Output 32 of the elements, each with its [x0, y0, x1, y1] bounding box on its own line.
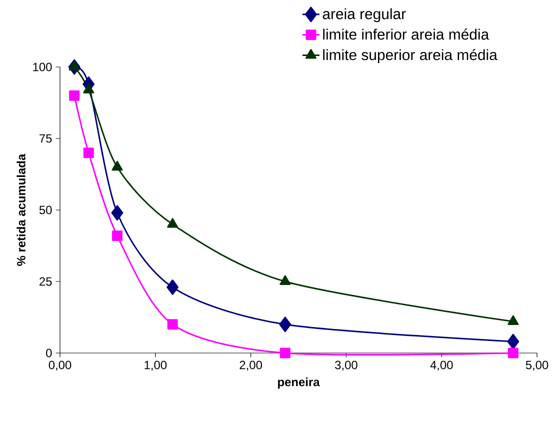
y-tick-label: 0	[46, 348, 52, 358]
y-axis-title: % retida acumulada	[16, 154, 26, 266]
point	[280, 348, 290, 358]
point	[166, 279, 179, 295]
x-tick-label: 2,00	[240, 360, 262, 371]
point	[279, 316, 292, 332]
legend-label: areia regular	[322, 8, 406, 22]
point	[508, 315, 519, 326]
x-tick-label: 1,00	[144, 360, 167, 371]
point	[507, 334, 520, 350]
x-tick-label: 0,00	[48, 360, 72, 371]
point	[69, 90, 80, 101]
x-tick-label: 5,00	[526, 360, 548, 371]
legend-label: limite inferior areia média	[323, 28, 490, 40]
point	[83, 84, 94, 94]
point	[280, 275, 291, 285]
y-tick-label: 100	[33, 62, 52, 72]
point	[83, 148, 94, 158]
point	[68, 60, 80, 70]
legend-label: limite superior areia média	[323, 49, 498, 64]
point	[111, 205, 124, 221]
point	[112, 230, 122, 241]
y-tick-label: 75	[40, 134, 52, 143]
point	[167, 218, 178, 228]
y-tick-label: 50	[39, 206, 52, 214]
x-tick-label: 4,00	[430, 360, 453, 371]
point	[508, 348, 518, 358]
x-axis-title: peneira	[278, 377, 320, 389]
point	[112, 160, 123, 171]
x-tick-label: 3,00	[335, 360, 358, 371]
point	[167, 319, 178, 330]
y-tick-label: 25	[40, 277, 52, 286]
